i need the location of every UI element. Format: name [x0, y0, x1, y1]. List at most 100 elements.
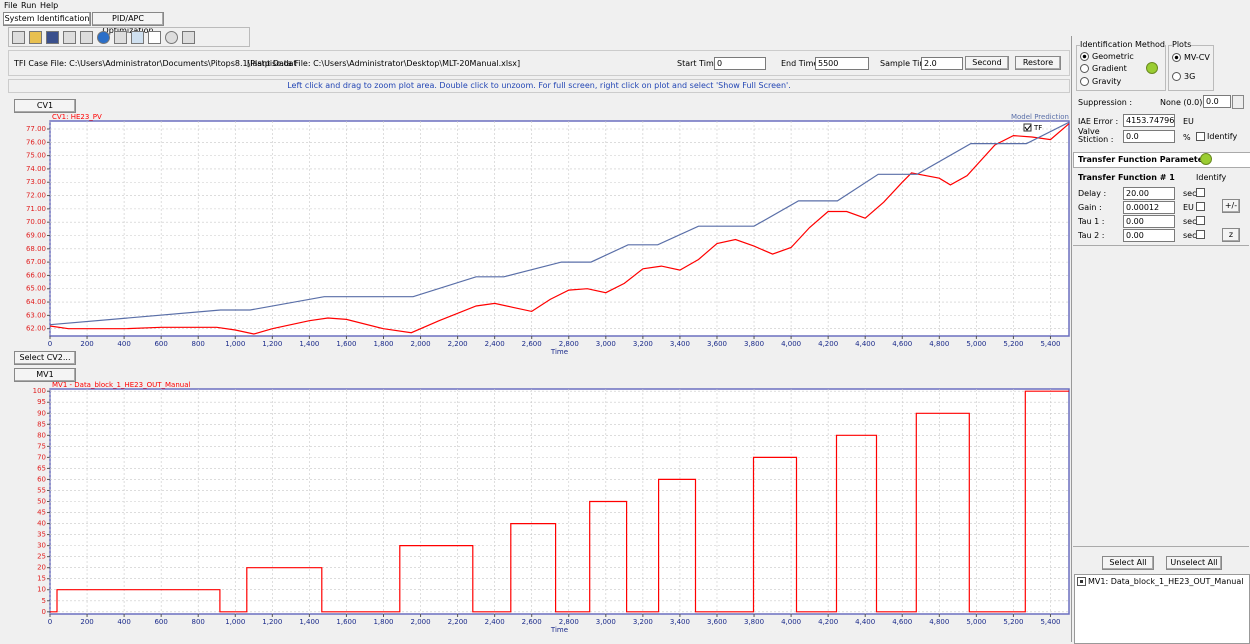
param-identify[interactable]: [1196, 216, 1205, 225]
x-tick-label: 5,000: [966, 618, 986, 626]
radio-label: Gravity: [1092, 77, 1122, 86]
radio-geometric[interactable]: Geometric: [1080, 52, 1134, 61]
x-tick-label: 5,400: [1040, 618, 1060, 626]
stiction-identify[interactable]: Identify: [1196, 132, 1237, 141]
param-input[interactable]: 20.00: [1123, 187, 1175, 200]
param-input[interactable]: 0.00: [1123, 215, 1175, 228]
y-tick-label: 15: [37, 575, 46, 583]
sample-input[interactable]: 2.0: [921, 57, 963, 70]
icon-open[interactable]: [29, 31, 42, 44]
y-tick-label: 85: [37, 420, 46, 428]
select-cv-button[interactable]: Select CV2...: [14, 351, 76, 365]
plots-group: [1168, 45, 1214, 91]
radio-gravity[interactable]: Gravity: [1080, 77, 1121, 86]
x-tick-label: 800: [192, 340, 205, 348]
mv-list-item[interactable]: MV1: Data_block_1_HE23_OUT_Manual: [1077, 577, 1243, 586]
instruction: Left click and drag to zoom plot area. D…: [8, 79, 1070, 93]
param-identify[interactable]: [1196, 202, 1205, 211]
y-tick-label: 66.00: [26, 271, 46, 279]
param-identify[interactable]: [1196, 188, 1205, 197]
iae-unit: EU: [1183, 117, 1194, 126]
param-label: Delay :: [1078, 189, 1107, 198]
x-tick-label: 1,600: [336, 340, 356, 348]
icon-chart[interactable]: [131, 31, 144, 44]
tab[interactable]: System Identification: [3, 12, 91, 26]
radio-gradient[interactable]: Gradient: [1080, 64, 1127, 73]
icon-edit[interactable]: [80, 31, 93, 44]
unselect-all-button[interactable]: Unselect All: [1166, 556, 1222, 570]
x-tick-label: 3,600: [707, 618, 727, 626]
suppression-input[interactable]: 0.0: [1203, 95, 1231, 108]
icon-text[interactable]: [148, 31, 161, 44]
divider: [1073, 546, 1249, 547]
icon-copy[interactable]: [114, 31, 127, 44]
x-tick-label: 3,800: [744, 340, 764, 348]
menu-help[interactable]: Help: [40, 1, 59, 10]
series-line: [50, 390, 1069, 613]
menu-file[interactable]: File: [4, 1, 18, 10]
unit-button[interactable]: Second: [965, 56, 1009, 70]
x-tick-label: 400: [117, 340, 130, 348]
param-input[interactable]: 0.00: [1123, 229, 1175, 242]
menu-run[interactable]: Run: [21, 1, 37, 10]
icon-clock[interactable]: [165, 31, 178, 44]
stiction-input[interactable]: 0.0: [1123, 130, 1175, 143]
tab[interactable]: PID/APC Optimization: [92, 12, 164, 35]
y-tick-label: 72.00: [26, 192, 46, 200]
radio-label: 3G: [1184, 72, 1196, 81]
icon-search[interactable]: [182, 31, 195, 44]
x-tick-label: 5,400: [1040, 340, 1060, 348]
param-input[interactable]: 0.00012: [1123, 201, 1175, 214]
plot-area: [49, 120, 1070, 337]
y-tick-label: 25: [37, 553, 46, 561]
icon-new[interactable]: [12, 31, 25, 44]
y-tick-label: 60: [37, 475, 46, 483]
x-tick-label: 200: [80, 618, 93, 626]
radio-label: MV-CV: [1184, 53, 1210, 62]
icon-save[interactable]: [46, 31, 59, 44]
x-tick-label: 4,600: [892, 340, 912, 348]
cv-button[interactable]: CV1: [14, 99, 76, 113]
x-tick-label: 4,000: [781, 340, 801, 348]
end-input[interactable]: 5500: [815, 57, 869, 70]
y-tick-label: 70.00: [26, 218, 46, 226]
x-tick-label: 5,200: [1003, 618, 1023, 626]
stiction-unit: %: [1183, 133, 1191, 142]
x-tick-label: 0: [48, 618, 52, 626]
x-tick-label: 3,400: [670, 618, 690, 626]
restore-button[interactable]: Restore: [1015, 56, 1061, 70]
y-tick-label: 10: [37, 586, 46, 594]
tf-identify: Identify: [1196, 173, 1227, 182]
radio-3g[interactable]: 3G: [1172, 72, 1195, 81]
x-tick-label: 3,000: [596, 618, 616, 626]
help-icon[interactable]: [1146, 62, 1158, 74]
x-tick-label: 4,600: [892, 618, 912, 626]
x-tick-label: 2,200: [448, 340, 468, 348]
x-tick-label: 1,200: [262, 618, 282, 626]
icon-print[interactable]: [63, 31, 76, 44]
help-icon[interactable]: [1200, 153, 1212, 165]
select-all-button[interactable]: Select All: [1102, 556, 1154, 570]
param-identify[interactable]: [1196, 230, 1205, 239]
series-line: [49, 121, 1070, 326]
x-tick-label: 2,800: [559, 618, 579, 626]
radio-mvcv[interactable]: MV-CV: [1172, 53, 1210, 62]
z-button[interactable]: z: [1222, 228, 1240, 242]
start-input[interactable]: 0: [714, 57, 766, 70]
x-tick-label: 3,600: [707, 340, 727, 348]
charts: 62.00 63.00 64.00 65.00 66.00 67.00 68.00 69.00…: [26, 113, 1070, 634]
plusminus-button[interactable]: +/-: [1222, 199, 1240, 213]
radio-label: Gradient: [1092, 64, 1127, 73]
x-tick-label: 3,200: [633, 618, 653, 626]
spinner[interactable]: [1232, 95, 1244, 109]
x-tick-label: 2,600: [522, 340, 542, 348]
y-tick-label: 62.00: [26, 325, 46, 333]
legend-check: [1024, 124, 1032, 131]
mv-button[interactable]: MV1: [14, 368, 76, 382]
x-tick-label: 2,400: [485, 340, 505, 348]
sample-label: Sample Time :: [880, 59, 938, 68]
y-tick-label: 100: [33, 387, 46, 395]
x-tick-label: 4,400: [855, 618, 875, 626]
icon-help[interactable]: [97, 31, 110, 44]
